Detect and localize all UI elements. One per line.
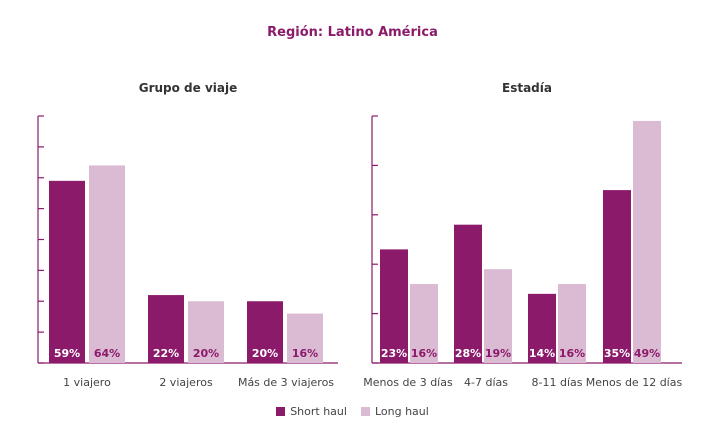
data-label-0-0-0: 59%: [54, 347, 80, 360]
bar-1-1-3: [633, 120, 661, 363]
bar-1-0-2: [528, 293, 556, 363]
bar-0-0-2: [247, 301, 283, 363]
data-label-0-0-1: 22%: [153, 347, 179, 360]
data-label-0-0-2: 20%: [252, 347, 278, 360]
panel-title-grupo: Grupo de viaje: [138, 81, 238, 95]
x-tick-label-1-1: 4-7 días: [464, 376, 508, 389]
chart-title: Región: Latino América: [267, 25, 438, 40]
x-tick-label-1-2: 8-11 días: [532, 376, 583, 389]
legend-label-short: Short haul: [290, 405, 347, 418]
data-label-1-1-0: 16%: [411, 347, 437, 360]
bar-1-1-1: [484, 269, 512, 363]
data-label-1-0-3: 35%: [604, 347, 630, 360]
x-tick-label-0-1: 2 viajeros: [159, 376, 213, 389]
bar-1-0-1: [454, 224, 482, 363]
data-label-1-0-2: 14%: [529, 347, 555, 360]
x-tick-label-1-0: Menos de 3 días: [363, 376, 453, 389]
data-label-0-1-2: 16%: [292, 347, 318, 360]
bar-0-0-0: [49, 180, 85, 363]
legend-label-long: Long haul: [374, 405, 429, 418]
x-tick-label-0-2: Más de 3 viajeros: [238, 376, 334, 389]
bar-0-1-0: [89, 165, 125, 363]
legend: Short haul Long haul: [0, 405, 705, 418]
bar-1-1-0: [410, 283, 438, 363]
panel-title-estadia: Estadía: [502, 81, 552, 95]
x-tick-label-0-0: 1 viajero: [63, 376, 111, 389]
data-label-1-1-1: 19%: [485, 347, 511, 360]
data-label-1-0-0: 23%: [381, 347, 407, 360]
data-label-1-1-3: 49%: [634, 347, 660, 360]
bar-1-1-2: [558, 283, 586, 363]
legend-swatch-short: [276, 407, 286, 416]
legend-item-long: Long haul: [360, 405, 429, 418]
data-label-0-1-1: 20%: [193, 347, 219, 360]
data-label-1-0-1: 28%: [455, 347, 481, 360]
bar-1-0-0: [380, 249, 408, 363]
data-label-0-1-0: 64%: [94, 347, 120, 360]
x-tick-label-1-3: Menos de 12 días: [586, 376, 683, 389]
bar-1-0-3: [603, 190, 631, 363]
bar-0-1-1: [188, 301, 224, 363]
bar-0-1-2: [287, 313, 323, 363]
bar-0-0-1: [148, 295, 184, 363]
legend-item-short: Short haul: [276, 405, 347, 418]
legend-swatch-long: [360, 407, 370, 416]
data-label-1-1-2: 16%: [559, 347, 585, 360]
